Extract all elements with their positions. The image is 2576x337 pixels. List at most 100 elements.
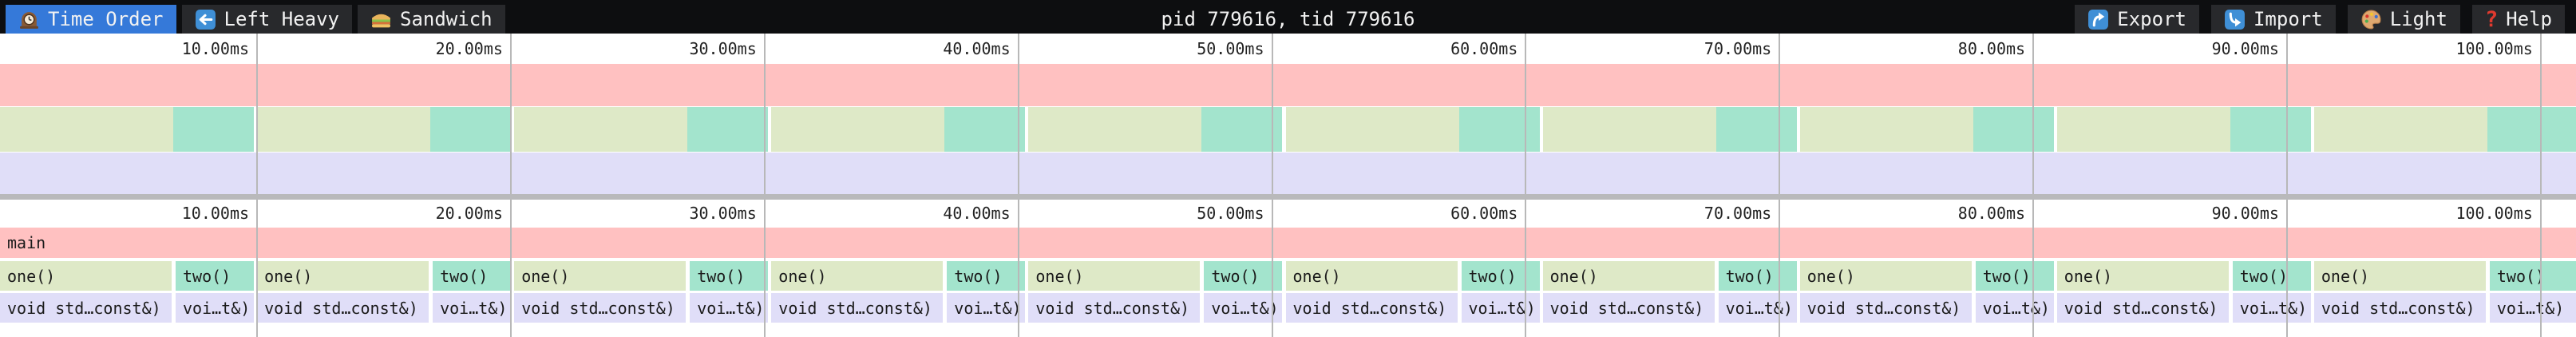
action-label: Help [2506,8,2552,30]
minimap-frame-one[interactable] [2056,107,2230,152]
sandwich-icon [370,9,392,30]
frame-two[interactable]: two() [433,261,512,291]
minimap-frame-two[interactable] [687,107,769,152]
minimap-band-functions [0,107,2576,152]
frame-leaf-under-two[interactable]: voi…t&) [690,293,769,323]
ruler-tick-label: 50.00ms [1197,39,1264,58]
frame-leaf-under-two[interactable]: voi…t&) [2489,293,2576,323]
frame-leaf-under-two[interactable]: voi…t&) [1718,293,1797,323]
frame-two[interactable]: two() [690,261,769,291]
frame-leaf-under-one[interactable]: void std…const&) [257,293,429,323]
frame-two[interactable]: two() [2489,261,2576,291]
import-icon [2224,9,2246,30]
minimap-divider[interactable] [0,194,2576,200]
frame-one[interactable]: one() [2313,261,2486,291]
flamechart[interactable]: 10.00ms 20.00ms 30.00ms 40.00ms 50.00ms 60.00… [0,200,2576,337]
frame-two[interactable]: two() [947,261,1026,291]
frame-one[interactable]: one() [1799,261,1972,291]
frame-two[interactable]: two() [1204,261,1283,291]
frame-main[interactable]: main [0,228,2576,258]
minimap-frame-two[interactable] [1458,107,1540,152]
frame-leaf-under-one[interactable]: void std…const&) [771,293,944,323]
ruler-tick-label: 10.00ms [181,39,250,58]
minimap-frame-two[interactable] [944,107,1026,152]
theme-toggle-button[interactable]: Light [2347,5,2460,34]
minimap-frame-two[interactable] [1973,107,2054,152]
minimap-frame-one[interactable] [1799,107,1973,152]
ruler-tick-label: 60.00ms [1450,39,1518,58]
minimap-frame-one[interactable] [2313,107,2487,152]
help-button[interactable]: ? Help [2471,5,2565,34]
ruler-tick-label: 70.00ms [1703,203,1772,223]
window-title: pid 779616, tid 779616 [1161,8,1415,30]
minimap-frame-two[interactable] [1715,107,1797,152]
frame-leaf-under-two[interactable]: voi…t&) [947,293,1026,323]
tab-sandwich[interactable]: Sandwich [358,5,505,34]
minimap-frame-one[interactable] [257,107,431,152]
frame-one[interactable]: one() [514,261,687,291]
frame-two[interactable]: two() [1461,261,1540,291]
frame-leaf-under-two[interactable]: voi…t&) [433,293,512,323]
frame-two[interactable]: two() [176,261,254,291]
minimap-frame-two[interactable] [173,107,254,152]
frame-leaf-under-one[interactable]: void std…const&) [1799,293,1972,323]
toolbar: Time Order Left Heavy Sandwich pid 77961… [0,0,2576,34]
frame-two[interactable]: two() [1975,261,2054,291]
frame-leaf-under-one[interactable]: void std…const&) [2313,293,2486,323]
ruler-tick-label: 100.00ms [2455,203,2533,223]
minimap-frame-one[interactable] [771,107,945,152]
frame-leaf-under-two[interactable]: voi…t&) [1461,293,1540,323]
minimap-band-main [0,64,2576,106]
tab-label: Left Heavy [224,8,340,30]
frame-leaf-under-one[interactable]: void std…const&) [2056,293,2229,323]
frame-leaf-under-one[interactable]: void std…const&) [1542,293,1715,323]
ruler-tick-label: 30.00ms [689,39,757,58]
minimap-frame-one[interactable] [0,107,173,152]
minimap-frame-one[interactable] [1028,107,1202,152]
ruler-tick-label: 20.00ms [435,39,503,58]
minimap[interactable]: 10.00ms 20.00ms 30.00ms 40.00ms 50.00ms 60.00… [0,34,2576,194]
frame-leaf-under-two[interactable]: voi…t&) [1975,293,2054,323]
frame-leaf-under-one[interactable]: void std…const&) [1028,293,1201,323]
frame-one[interactable]: one() [771,261,944,291]
frame-leaf-under-one[interactable]: void std…const&) [0,293,172,323]
frame-leaf-under-two[interactable]: voi…t&) [176,293,254,323]
palette-icon [2360,9,2382,30]
minimap-frame-two[interactable] [430,107,512,152]
frame-two[interactable]: two() [1718,261,1797,291]
ruler-tick-label: 80.00ms [1957,203,2026,223]
export-button[interactable]: Export [2075,5,2199,34]
tab-time-order[interactable]: Time Order [6,5,176,34]
frame-one[interactable]: one() [2056,261,2229,291]
frame-one[interactable]: one() [1028,261,1201,291]
ruler-tick-label: 40.00ms [943,39,1011,58]
tab-label: Time Order [48,8,164,30]
frame-one[interactable]: one() [0,261,172,291]
frame-leaf-under-two[interactable]: voi…t&) [2232,293,2311,323]
frame-one[interactable]: one() [1285,261,1458,291]
minimap-frame-one[interactable] [1542,107,1716,152]
minimap-frame-two[interactable] [2230,107,2311,152]
minimap-frame-one[interactable] [514,107,688,152]
action-label: Export [2117,8,2186,30]
ruler-tick-label: 20.00ms [435,203,503,223]
ruler-tick-label: 70.00ms [1703,39,1772,58]
action-label: Light [2389,8,2447,30]
frame-leaf-under-one[interactable]: void std…const&) [514,293,687,323]
ruler-tick-label: 100.00ms [2455,39,2533,58]
export-icon [2087,9,2109,30]
minimap-frame-two[interactable] [2487,107,2576,152]
minimap-band-leaf [0,153,2576,194]
frame-one[interactable]: one() [1542,261,1715,291]
frame-leaf-under-two[interactable]: voi…t&) [1204,293,1283,323]
frame-two[interactable]: two() [2232,261,2311,291]
tab-left-heavy[interactable]: Left Heavy [181,5,352,34]
frame-leaf-under-one[interactable]: void std…const&) [1285,293,1458,323]
frame-one[interactable]: one() [257,261,429,291]
left-arrow-icon [195,9,216,30]
minimap-frame-one[interactable] [1285,107,1459,152]
minimap-ruler: 10.00ms 20.00ms 30.00ms 40.00ms 50.00ms 60.00… [0,34,2576,64]
question-mark-icon: ? [2484,6,2499,32]
import-button[interactable]: Import [2210,5,2336,34]
minimap-frame-two[interactable] [1201,107,1283,152]
